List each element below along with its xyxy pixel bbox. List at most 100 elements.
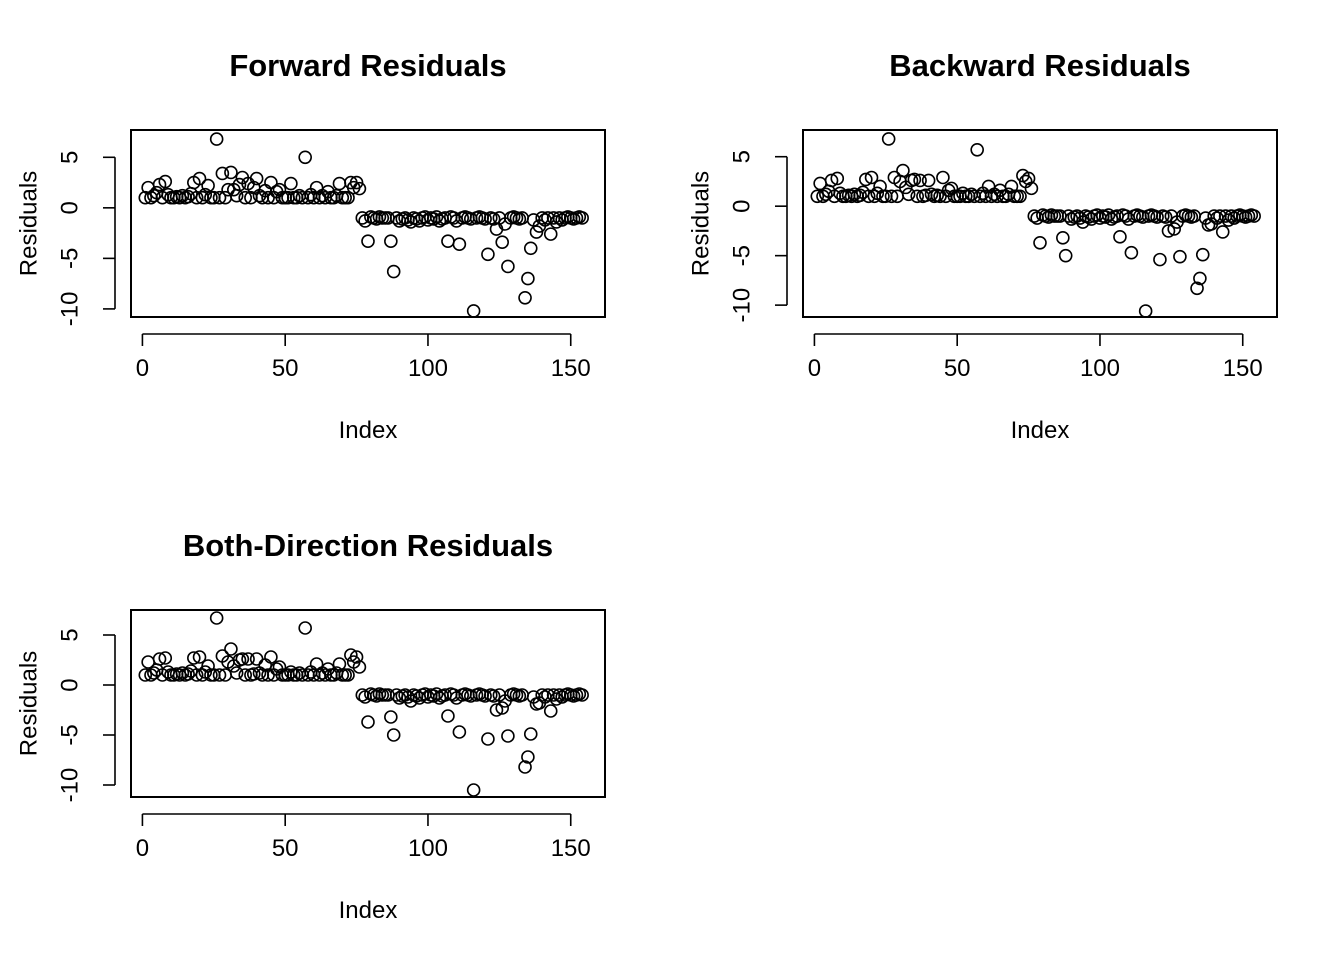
data-point (518, 290, 532, 305)
data-point (1190, 281, 1204, 296)
plot-frame (802, 129, 1278, 318)
data-point (187, 651, 201, 665)
y-tick-label: 5 (56, 151, 83, 164)
data-point (819, 187, 833, 202)
data-point (352, 660, 367, 674)
data-point (970, 142, 984, 157)
y-tick-label: 0 (728, 200, 755, 213)
data-point (1033, 235, 1047, 250)
data-point (224, 642, 238, 656)
data-point (212, 190, 227, 205)
data-point (429, 210, 444, 224)
data-point (429, 687, 444, 701)
data-point (466, 783, 481, 797)
data-point (212, 668, 227, 682)
x-tick-label: 0 (808, 355, 821, 382)
x-axis-label: Index (1011, 417, 1070, 444)
data-point (224, 165, 238, 180)
x-tick-label: 50 (944, 355, 971, 382)
x-tick-label: 0 (136, 835, 149, 862)
data-point (824, 173, 839, 188)
y-tick-label: -10 (56, 292, 83, 327)
data-point (523, 727, 538, 741)
x-tick-label: 50 (272, 835, 299, 862)
chart-title: Both-Direction Residuals (183, 528, 553, 563)
data-point (523, 241, 538, 256)
data-point (896, 163, 910, 178)
data-point (209, 132, 224, 146)
data-point (486, 689, 501, 703)
data-point (936, 170, 950, 185)
data-point (521, 271, 535, 286)
data-point (521, 750, 535, 764)
x-tick-label: 50 (272, 355, 299, 382)
data-point (298, 621, 312, 635)
x-tick-label: 150 (551, 355, 591, 382)
data-point (1101, 208, 1116, 222)
data-point (1113, 230, 1127, 244)
data-point (810, 189, 825, 204)
x-tick-label: 0 (136, 355, 149, 382)
y-tick-label: -5 (56, 724, 83, 745)
data-point (1215, 225, 1230, 239)
y-axis-label: Residuals (15, 171, 42, 276)
data-point (1138, 304, 1153, 318)
data-point (543, 704, 558, 718)
data-point (549, 692, 564, 706)
data-point (241, 652, 255, 666)
data-point (478, 212, 492, 226)
data-point (495, 701, 510, 715)
data-point (264, 650, 278, 664)
data-point (910, 189, 925, 204)
data-point (1195, 247, 1210, 262)
y-tick-label: 5 (56, 628, 83, 641)
y-axis-label: Residuals (15, 651, 42, 756)
data-point (341, 668, 355, 682)
data-point (175, 188, 190, 203)
data-point (901, 187, 916, 202)
data-point (246, 667, 261, 681)
data-point (138, 190, 153, 205)
data-point (147, 666, 161, 680)
data-point (861, 189, 876, 204)
data-point (249, 171, 264, 186)
data-point (1058, 248, 1073, 263)
data-point (1247, 209, 1261, 223)
data-point (209, 611, 224, 625)
y-tick-label: 0 (56, 678, 83, 691)
data-point (1124, 245, 1139, 260)
data-point (238, 190, 253, 205)
data-point (344, 648, 358, 662)
y-tick-label: -10 (56, 768, 83, 803)
data-point (1158, 210, 1173, 224)
data-point (575, 211, 589, 225)
data-point (232, 177, 247, 192)
data-point (1056, 231, 1070, 245)
data-point (1004, 179, 1019, 194)
data-point (884, 189, 899, 204)
data-point (386, 264, 401, 279)
data-point (924, 187, 939, 202)
data-point (298, 150, 312, 165)
data-point (147, 188, 161, 203)
x-tick-label: 100 (1080, 355, 1120, 382)
data-point (181, 189, 195, 204)
data-point (1010, 189, 1024, 204)
data-point (441, 234, 455, 248)
data-point (913, 173, 927, 188)
data-point (486, 212, 501, 226)
x-tick-label: 100 (408, 835, 448, 862)
data-point (189, 668, 204, 682)
data-point (384, 710, 398, 724)
plot-frame (130, 129, 606, 318)
data-point (549, 215, 564, 229)
data-point (189, 190, 204, 205)
chart-panel-1: Forward Residuals 0 50 100 150 -10 -5 0 5 Index Re… (15, 48, 606, 444)
data-point (495, 235, 510, 249)
data-point (1021, 171, 1036, 186)
data-point (384, 234, 398, 248)
data-point (853, 188, 867, 203)
y-tick-label: 0 (56, 201, 83, 214)
data-point (192, 171, 207, 186)
data-point (349, 175, 364, 190)
